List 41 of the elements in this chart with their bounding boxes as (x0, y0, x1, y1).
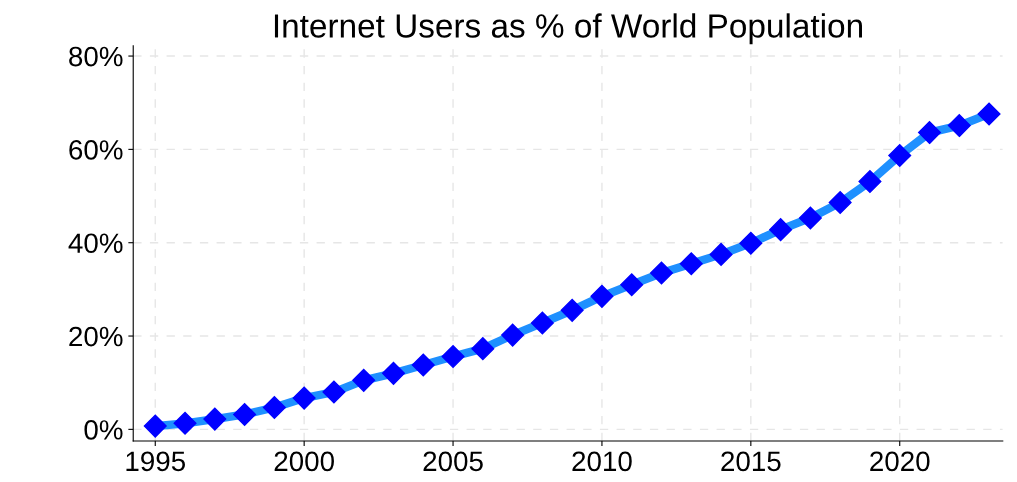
point (590, 284, 614, 308)
point (471, 337, 495, 361)
point (709, 242, 733, 266)
point (620, 273, 644, 297)
point (262, 395, 286, 419)
point (888, 143, 912, 167)
y-tick-label: 0% (84, 420, 123, 440)
point (203, 407, 227, 431)
x-tick-label: 2005 (423, 451, 483, 472)
x-tick-label: 2020 (870, 451, 930, 472)
x-tick-label: 2015 (721, 451, 781, 472)
y-tick-label: 80% (69, 46, 123, 67)
point (650, 261, 673, 285)
y-tick-label: 20% (69, 326, 123, 347)
point (828, 191, 852, 215)
point (381, 361, 405, 385)
x-tick-label: 1995 (126, 451, 185, 472)
point (441, 345, 465, 369)
x-tick-label: 2010 (572, 451, 632, 472)
chart-title: Internet Users as % of World Population (274, 13, 862, 45)
x-tick-label: 2000 (274, 451, 334, 472)
point (173, 411, 197, 435)
point (918, 121, 942, 145)
point (977, 102, 1001, 126)
point (143, 414, 167, 438)
point (947, 114, 971, 138)
point (560, 298, 584, 322)
y-tick-label: 60% (69, 140, 123, 160)
point (352, 368, 376, 392)
point (233, 402, 257, 426)
point (322, 380, 346, 404)
point (530, 311, 554, 335)
point (292, 386, 316, 410)
point (798, 206, 822, 230)
point (739, 231, 763, 255)
point (769, 218, 793, 242)
point (679, 252, 703, 276)
point (858, 170, 882, 194)
point (501, 323, 525, 347)
point (411, 353, 435, 377)
y-tick-label: 40% (68, 233, 123, 254)
